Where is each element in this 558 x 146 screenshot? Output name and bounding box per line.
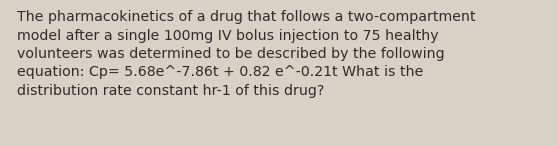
Text: The pharmacokinetics of a drug that follows a two-compartment
model after a sing: The pharmacokinetics of a drug that foll… [17, 10, 475, 98]
